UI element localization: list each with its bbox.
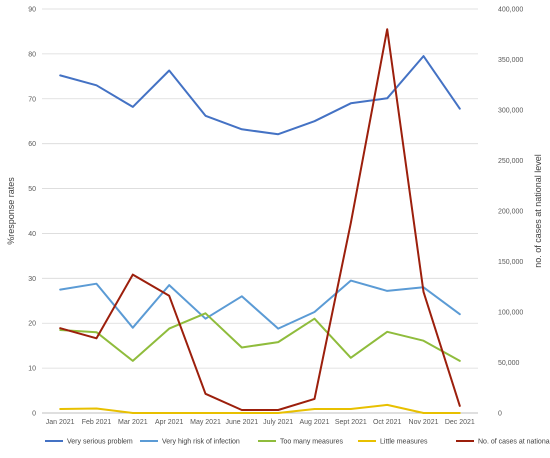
x-tick-label: Mar 2021 bbox=[118, 419, 148, 426]
left-tick-label: 10 bbox=[28, 366, 36, 373]
right-tick-label: 300,000 bbox=[498, 108, 523, 115]
x-tick-label: Apr 2021 bbox=[155, 419, 184, 426]
left-tick-label: 20 bbox=[28, 321, 36, 328]
legend-label: Very serious problem bbox=[67, 439, 133, 446]
left-tick-label: 70 bbox=[28, 96, 36, 103]
right-tick-label: 250,000 bbox=[498, 158, 523, 165]
series-lines bbox=[59, 28, 461, 414]
x-tick-label: Aug 2021 bbox=[300, 419, 330, 426]
legend-label: Too many measures bbox=[280, 439, 344, 446]
series-line-very-serious-problem bbox=[59, 55, 461, 136]
x-tick-label: Nov 2021 bbox=[409, 419, 439, 426]
series-line-very-high-risk-of-infection bbox=[59, 279, 461, 330]
x-tick-label: June 2021 bbox=[225, 419, 258, 426]
right-tick-label: 50,000 bbox=[498, 360, 520, 367]
right-tick-label: 350,000 bbox=[498, 57, 523, 64]
legend-label: No. of cases at national level bbox=[478, 439, 550, 446]
right-tick-label: 100,000 bbox=[498, 310, 523, 317]
left-tick-label: 0 bbox=[32, 411, 36, 418]
right-tick-label: 150,000 bbox=[498, 259, 523, 266]
gridlines bbox=[42, 8, 478, 369]
left-tick-label: 30 bbox=[28, 276, 36, 283]
right-axis-ticks: 0 50,000 100,000 150,000 200,000 250,000 300,0… bbox=[498, 7, 523, 418]
legend: Very serious problem Very high risk of in… bbox=[45, 439, 550, 446]
left-axis-ticks: 0 10 20 30 40 50 60 70 80 90 bbox=[28, 7, 36, 418]
left-axis-title: %response rates bbox=[6, 177, 16, 245]
series-line-too-many-measures bbox=[59, 312, 461, 362]
left-tick-label: 60 bbox=[28, 141, 36, 148]
x-tick-label: Sept 2021 bbox=[335, 419, 367, 426]
x-axis-ticks: Jan 2021 Feb 2021 Mar 2021 Apr 2021 May 2021… bbox=[46, 419, 475, 426]
legend-label: Very high risk of infection bbox=[162, 439, 240, 446]
series-line-no-of-cases-at-national-level bbox=[59, 28, 461, 411]
left-tick-label: 50 bbox=[28, 186, 36, 193]
right-axis-title: no. of cases at national level bbox=[533, 154, 543, 268]
right-tick-label: 400,000 bbox=[498, 7, 523, 14]
left-tick-label: 90 bbox=[28, 7, 36, 14]
legend-label: Little measures bbox=[380, 439, 428, 446]
left-tick-label: 40 bbox=[28, 231, 36, 238]
x-tick-label: May 2021 bbox=[190, 419, 221, 426]
x-tick-label: Oct 2021 bbox=[373, 419, 402, 426]
left-tick-label: 80 bbox=[28, 51, 36, 58]
x-tick-label: Feb 2021 bbox=[82, 419, 112, 426]
right-tick-label: 0 bbox=[498, 411, 502, 418]
x-tick-label: July 2021 bbox=[263, 419, 293, 426]
x-tick-label: Dec 2021 bbox=[445, 419, 475, 426]
series-line-little-measures bbox=[59, 403, 461, 414]
x-tick-label: Jan 2021 bbox=[46, 419, 75, 426]
right-tick-label: 200,000 bbox=[498, 209, 523, 216]
